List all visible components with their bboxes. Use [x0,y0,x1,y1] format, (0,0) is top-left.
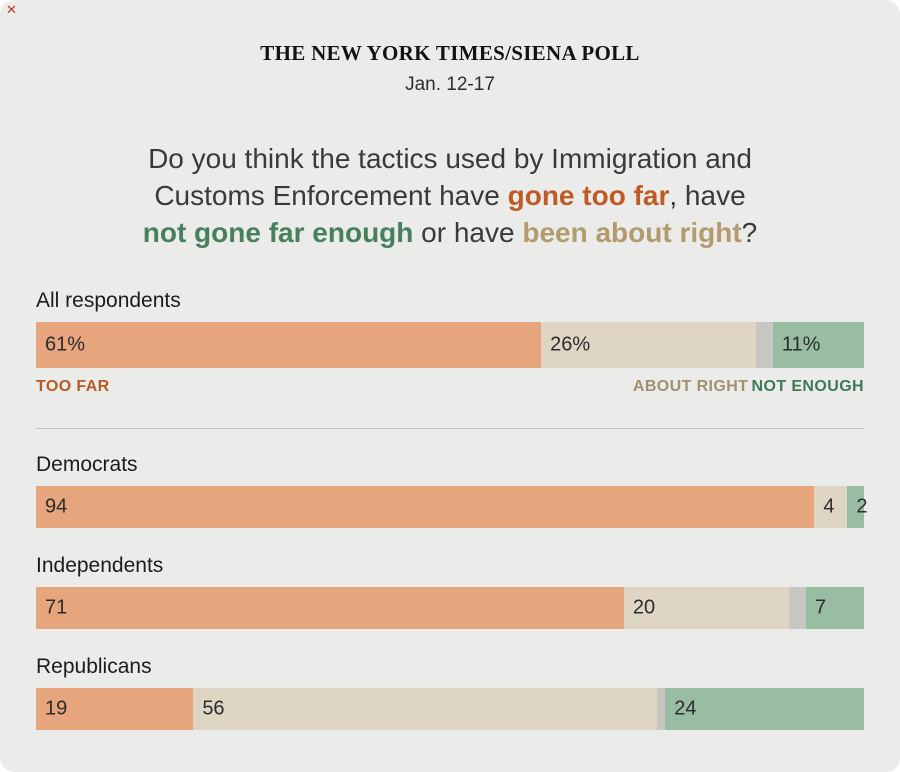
question-phrase-about-right: been about right [522,217,742,248]
bar-row-all-respondents: All respondents 61% 26% 11% TOO FAR ABOUT … [36,289,864,398]
bar-segment-about-right: 4 [814,486,848,528]
question-text-4: or have [413,217,523,248]
bar-segment-not-enough: 2 [847,486,868,528]
bar-value-label: 26% [550,333,591,356]
bar-segment-about-right: 20 [623,587,790,629]
bar-segment-unlabeled [789,587,807,629]
question-phrase-not-enough: not gone far enough [142,217,414,248]
bar-segment-not-enough: 7 [806,587,864,629]
bar-independents: 71 20 7 [36,587,864,629]
bar-segment-not-enough: 24 [665,688,864,730]
bar-segment-not-enough: 11% [772,322,864,368]
legend-too-far: TOO FAR [36,378,110,395]
bar-value-label: 7 [815,596,827,619]
bar-row-democrats: Democrats 94 4 2 [36,453,868,528]
bar-segment-unlabeled [756,322,773,368]
bar-value-label: 19 [45,697,68,720]
bar-value-label: 61% [45,333,86,356]
bar-row-independents: Independents 71 20 7 [36,554,864,629]
question-phrase-too-far: gone too far [507,180,670,211]
question-text-2: Customs Enforcement have [154,180,508,211]
bar-label-republicans: Republicans [36,655,152,678]
bar-segment-too-far: 71 [36,587,624,629]
bar-label-all-respondents: All respondents [36,289,181,312]
bar-value-label: 56 [202,697,225,720]
stray-red-icon: ✕ [6,2,17,17]
bar-value-label: 20 [632,596,656,619]
bar-all-respondents: 61% 26% 11% [36,322,864,368]
legend-not-enough: NOT ENOUGH [751,378,864,395]
poll-question: Do you think the tactics used by Immigra… [100,140,800,251]
poll-source-title: THE NEW YORK TIMES/SIENA POLL [260,41,640,65]
chart-legend: TOO FAR ABOUT RIGHT NOT ENOUGH [36,378,864,398]
bar-segment-about-right: 26% [541,322,757,368]
bar-segment-unlabeled [656,688,666,730]
section-divider [36,428,864,429]
bar-value-label: 24 [674,697,697,720]
bar-republicans: 19 56 24 [36,688,864,730]
bar-value-label: 94 [45,495,68,518]
bar-row-republicans: Republicans 19 56 24 [36,655,864,730]
bar-segment-about-right: 56 [193,688,657,730]
bar-label-democrats: Democrats [36,453,138,476]
bar-value-label: 11% [781,333,821,356]
bar-value-label: 4 [823,495,835,518]
poll-date: Jan. 12-17 [405,74,495,95]
bar-segment-too-far: 94 [36,486,815,528]
question-text-5: ? [741,217,758,248]
bar-segment-too-far: 19 [36,688,194,730]
bar-value-label: 2 [856,495,868,518]
question-text-1: Do you think the tactics used by Immigra… [148,143,752,174]
question-text-3: , have [669,180,746,211]
bar-democrats: 94 4 2 [36,486,868,528]
bar-segment-too-far: 61% [36,322,542,368]
bar-value-label: 71 [45,596,68,619]
poll-chart: All respondents 61% 26% 11% TOO FAR ABOUT … [36,289,868,730]
bar-label-independents: Independents [36,554,164,577]
legend-about-right: ABOUT RIGHT [632,378,749,395]
